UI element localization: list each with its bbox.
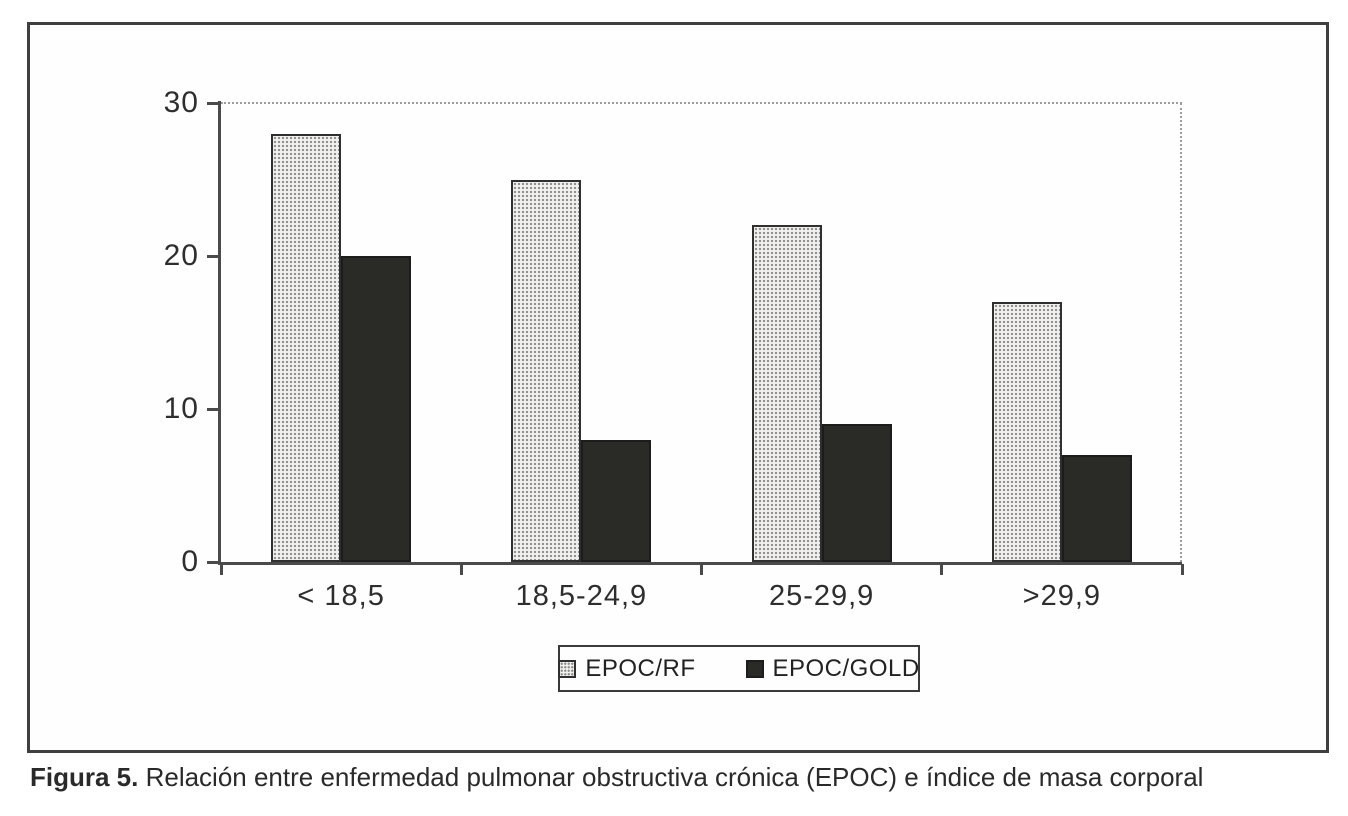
x-axis-tick-0 [219, 564, 223, 575]
y-axis-tick-30 [207, 101, 218, 105]
legend-swatch-epoc-gold-solid-icon [745, 659, 764, 678]
bar-epoc-rf-2 [511, 179, 582, 562]
plot-right-border-dotted [1180, 103, 1182, 562]
x-category-label: 25-29,9 [768, 580, 875, 612]
y-axis-tick-label-30: 30 [163, 86, 199, 119]
x-category-label: >29,9 [1022, 580, 1102, 612]
y-axis-line [218, 101, 221, 565]
figure-border-box [27, 22, 1329, 753]
legend-label-epoc-gold: EPOC/GOLD [772, 654, 920, 682]
x-axis-tick-4 [1180, 564, 1184, 575]
x-axis-tick-3 [940, 564, 944, 575]
y-axis-tick-label-10: 10 [163, 392, 199, 425]
figure-caption-text: Relación entre enfermedad pulmonar obstr… [138, 762, 1204, 792]
legend-swatch-epoc-rf-pattern-icon [558, 659, 577, 678]
chart-legend: EPOC/RF EPOC/GOLD [558, 645, 920, 692]
legend-item-epoc-gold: EPOC/GOLD [745, 654, 920, 683]
x-category-label: 18,5-24,9 [515, 580, 648, 612]
bar-epoc-rf-1 [271, 133, 342, 562]
x-axis-tick-2 [700, 564, 703, 575]
y-axis-tick-20 [207, 254, 218, 258]
y-axis-tick-label-20: 20 [163, 239, 199, 272]
bar-epoc-gold-1 [341, 256, 412, 562]
x-axis-tick-1 [459, 564, 463, 575]
y-axis-tick-label-0: 0 [181, 545, 199, 578]
legend-label-epoc-rf: EPOC/RF [585, 654, 696, 682]
bar-epoc-gold-4 [1061, 454, 1132, 562]
y-axis-tick-10 [207, 407, 218, 411]
y-axis-tick-0 [207, 560, 218, 564]
bar-epoc-gold-3 [821, 424, 892, 562]
plot-area: 0 10 20 30 < 18,5 18,5-24,9 25-29,9 >29,9 [164, 87, 1184, 612]
legend-item-epoc-rf: EPOC/RF [558, 655, 695, 683]
bar-epoc-rf-4 [991, 301, 1062, 562]
x-axis-line [218, 562, 1182, 565]
bar-epoc-rf-3 [751, 225, 822, 562]
bar-epoc-gold-2 [581, 439, 652, 562]
figure-caption-number: Figura 5. [30, 762, 139, 792]
gridline-top-dotted [221, 102, 1182, 104]
figure-caption: Figura 5. Relación entre enfermedad pulm… [30, 762, 1330, 792]
x-category-label: < 18,5 [297, 580, 385, 612]
